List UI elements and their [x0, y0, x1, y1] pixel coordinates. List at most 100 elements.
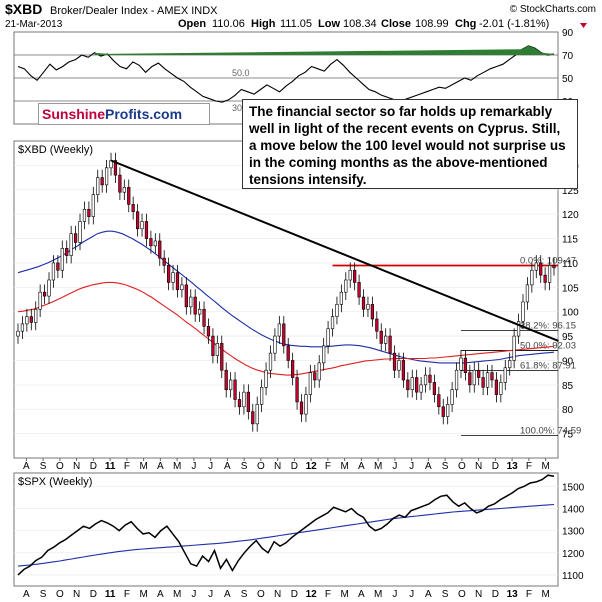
candle-body	[96, 177, 100, 195]
x-tick-label: O	[458, 461, 466, 472]
x-tick-label: S	[40, 589, 47, 600]
x-tick-label: F	[526, 589, 532, 600]
candle-body	[251, 411, 255, 425]
candle-body	[184, 284, 188, 308]
chart-symbol: $XBD	[5, 1, 42, 17]
price-tick-label: 115	[562, 235, 578, 246]
x-tick-label: M	[139, 589, 147, 600]
candle-body	[237, 399, 242, 408]
candle-body	[34, 308, 38, 323]
spx-tick-label: 1400	[562, 504, 585, 515]
spx-moving-average-line	[17, 503, 555, 567]
candle-body	[25, 316, 29, 325]
candle-body	[463, 357, 468, 373]
spx-panel-title: $SPX (Weekly)	[18, 476, 92, 488]
candle-body	[233, 379, 237, 400]
x-tick-label: O	[56, 589, 64, 600]
candle-body	[60, 247, 64, 271]
candle-body	[73, 233, 78, 243]
spx-tick-label: 1200	[562, 549, 585, 560]
x-tick-label: S	[241, 589, 248, 600]
spx-tick-label: 1100	[562, 571, 584, 582]
candle-body	[255, 404, 259, 425]
candle-body	[260, 386, 264, 405]
candle-body	[286, 345, 290, 361]
x-tick-label: 11	[105, 589, 116, 600]
candle-body	[534, 262, 538, 271]
candle-body	[264, 369, 268, 388]
price-tick-label: 120	[562, 210, 579, 221]
x-tick-label: M	[173, 461, 181, 472]
candle-body	[472, 369, 476, 386]
price-tick-label: 90	[562, 356, 574, 367]
candle-body	[122, 187, 126, 193]
x-tick-label: N	[73, 461, 80, 472]
x-tick-label: A	[157, 589, 164, 600]
candle-body	[135, 211, 140, 230]
x-tick-label: O	[257, 461, 265, 472]
price-tick-label: 100	[562, 308, 579, 319]
candle-body	[282, 323, 286, 347]
price-tick-label: 105	[562, 283, 579, 294]
x-tick-label: J	[409, 589, 414, 600]
x-tick-label: M	[340, 589, 348, 600]
x-tick-label: D	[291, 589, 298, 600]
candle-body	[47, 279, 51, 297]
candle-body	[508, 360, 512, 369]
candle-body	[335, 304, 339, 317]
candle-body	[304, 394, 308, 415]
candle-body	[547, 265, 552, 283]
x-tick-label: A	[358, 589, 365, 600]
candle-body	[242, 391, 246, 408]
candle-body	[357, 282, 361, 298]
candle-body	[277, 323, 281, 337]
price-panel	[13, 140, 559, 459]
candle-body	[468, 372, 472, 386]
candle-body	[530, 269, 534, 286]
candle-body	[166, 265, 171, 283]
rsi-tick-label: 50	[562, 74, 574, 85]
candle-body	[428, 374, 432, 383]
candle-body	[211, 335, 215, 356]
candle-body	[397, 360, 401, 371]
rsi-level-label: 50.0	[232, 68, 250, 78]
candle-body	[140, 221, 144, 230]
x-tick-label: F	[325, 589, 331, 600]
price-tick-label: 110	[562, 259, 578, 270]
x-tick-label: F	[124, 589, 130, 600]
logo-part-1: Sunshine	[42, 106, 106, 122]
candle-body	[494, 379, 499, 395]
fib-level-label: 100.0%: 74.59	[520, 426, 581, 437]
x-tick-label: D	[492, 589, 499, 600]
rsi-tick-label: 90	[562, 28, 574, 39]
candle-body	[189, 296, 193, 308]
candle-body	[87, 208, 91, 217]
candle-body	[175, 272, 180, 291]
candle-body	[193, 296, 197, 315]
x-tick-label: S	[442, 589, 449, 600]
x-tick-label: J	[208, 589, 213, 600]
candle-body	[131, 204, 135, 213]
candle-body	[295, 377, 299, 403]
x-tick-label: J	[392, 589, 397, 600]
x-tick-label: F	[526, 461, 532, 472]
candle-body	[149, 238, 153, 247]
candle-body	[29, 316, 33, 323]
candle-body	[503, 367, 507, 383]
candle-body	[339, 291, 343, 305]
candle-body	[38, 291, 42, 310]
x-tick-label: N	[475, 461, 482, 472]
candle-body	[379, 330, 383, 344]
candle-body	[481, 377, 485, 388]
candle-body	[361, 296, 366, 310]
x-tick-label: 12	[306, 461, 318, 472]
candle-body	[118, 174, 122, 193]
x-tick-label: A	[358, 461, 365, 472]
spx-price-line	[17, 474, 555, 576]
candle-body	[370, 304, 374, 320]
candle-body	[291, 360, 295, 378]
high-value: 111.05	[280, 18, 312, 30]
candle-body	[344, 279, 348, 293]
candle-body	[153, 240, 157, 247]
candle-body	[477, 369, 481, 378]
